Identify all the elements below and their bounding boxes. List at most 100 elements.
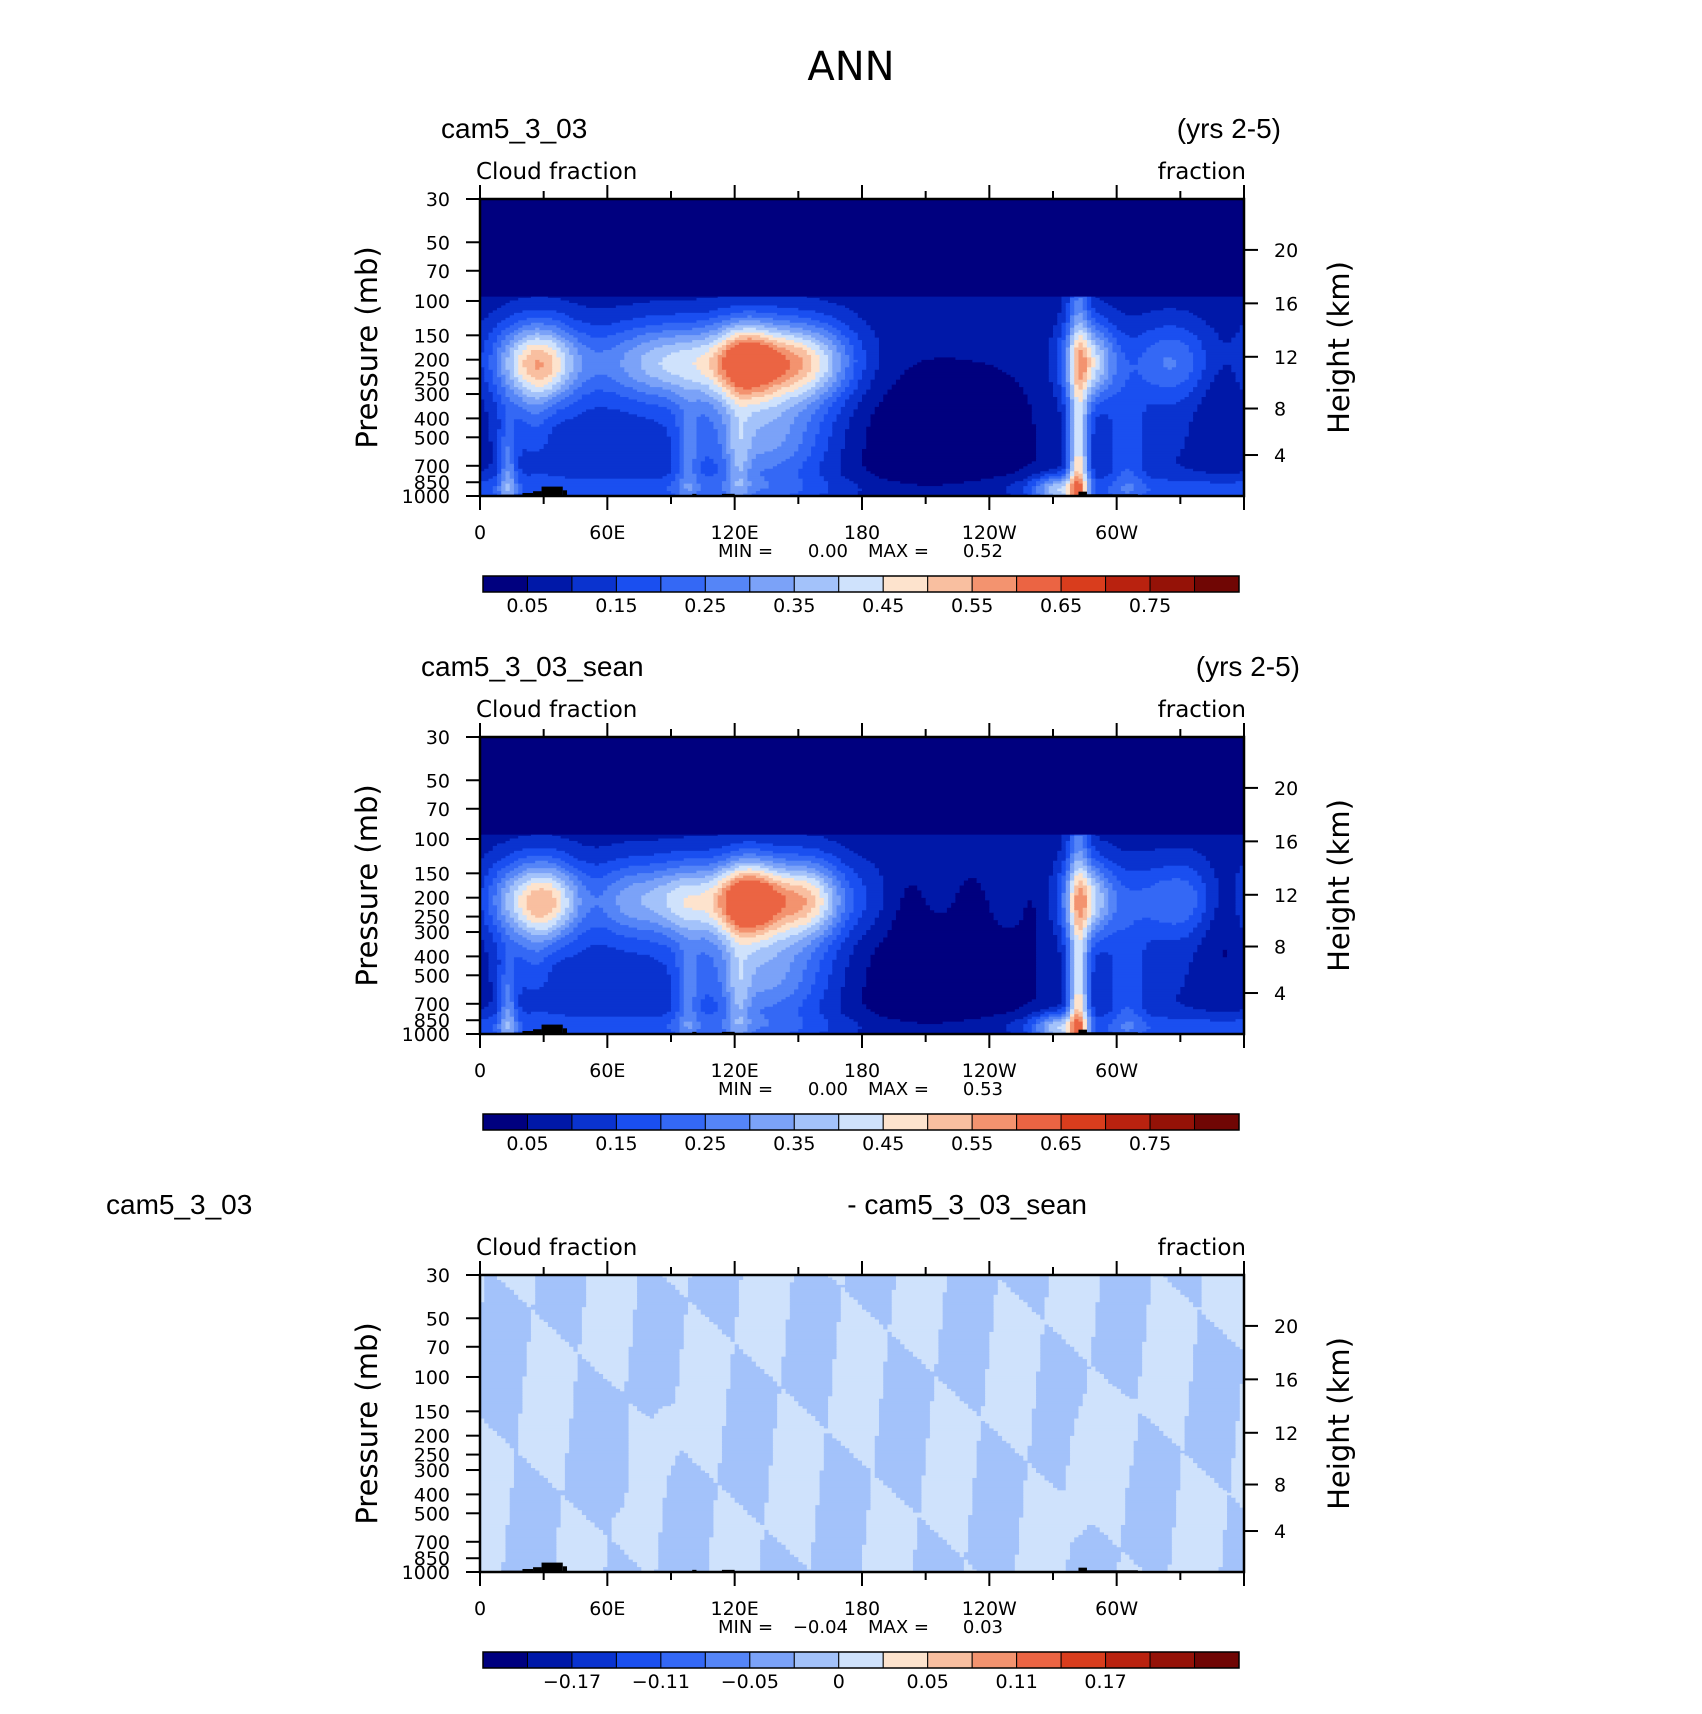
contour-cell [1086,399,1092,403]
contour-cell [513,342,524,346]
contour-cell [1065,880,1071,884]
contour-cell [836,327,850,331]
contour-cell [849,359,859,363]
contour-cell [556,352,566,356]
contour-cell [1197,382,1211,386]
contour-cell [522,892,532,896]
contour-cell [1091,860,1101,864]
contour-cell [1036,488,1046,492]
case-title-left: cam5_3_03_sean [421,651,644,682]
contour-cell [1069,892,1075,896]
contour-cell [518,377,524,381]
contour-cell [488,357,498,361]
contour-cell [1082,387,1088,391]
contour-cell [573,880,583,884]
contour-cell [1214,379,1237,383]
contour-cell [513,434,549,438]
contour-cell [747,456,757,460]
contour-cell [1082,927,1088,931]
contour-cell [1069,384,1075,388]
contour-cell [1069,421,1075,425]
contour-cell [1091,902,1097,906]
contour-cell [1091,382,1097,386]
contour-cell [734,875,744,879]
contour-cell [564,397,583,401]
contour-cell [726,349,778,354]
contour-cell [1235,377,1245,381]
contour-cell [1065,421,1071,425]
contour-cell [798,401,812,406]
contour-cell [1159,384,1177,388]
contour-cell [1074,307,1084,311]
contour-cell [1116,342,1156,346]
contour-cell [1235,887,1245,892]
contour-cell [492,920,502,924]
contour-cell [1218,332,1237,336]
contour-cell [713,389,723,393]
contour-cell [1061,836,1071,840]
contour-cell [1086,930,1092,934]
contour-cell [1188,431,1245,435]
contour-cell [785,897,808,901]
contour-cell [1023,917,1037,921]
contour-cell [709,394,723,398]
contour-cell [569,315,647,319]
contour-cell [1065,382,1071,386]
contour-cell [1074,357,1080,361]
contour-cell [492,939,502,944]
contour-cell [1112,883,1122,887]
contour-cell [1205,389,1245,393]
contour-cell [862,377,876,381]
contour-cell [1086,327,1092,331]
contour-cell [1065,853,1071,857]
contour-cell [696,453,723,457]
contour-cell [1091,372,1097,376]
contour-cell [900,897,927,901]
contour-cell [857,483,918,487]
contour-cell [1125,354,1143,358]
contour-cell [513,466,519,470]
contour-cell [1036,910,1050,914]
contour-cell [704,910,715,914]
contour-cell [1078,387,1084,391]
contour-cell [509,935,524,939]
contour-cell [496,369,502,373]
contour-cell [726,434,732,438]
contour-cell [1074,944,1084,948]
contour-cell [501,895,507,899]
contour-cell [496,349,507,354]
contour-cell [535,397,541,401]
contour-cell [828,902,833,906]
contour-cell [560,367,566,371]
contour-cell [573,873,587,877]
contour-cell [811,357,821,361]
contour-cell [726,890,778,894]
contour-cell [1095,419,1114,423]
contour-cell [887,389,1024,393]
contour-cell [480,404,485,408]
contour-cell [1103,902,1109,906]
contour-cell [1065,895,1071,899]
contour-cell [1065,307,1071,311]
contour-cell [509,461,515,465]
contour-cell [480,419,490,423]
contour-cell [730,843,774,847]
contour-cell [815,372,825,376]
contour-cell [1082,478,1088,482]
contour-cell [509,922,519,926]
contour-cell [866,446,1037,450]
contour-cell [1086,337,1092,341]
contour-cell [802,342,816,346]
contour-cell [492,922,502,926]
contour-cell [730,486,748,490]
contour-cell [1095,347,1101,351]
contour-cell [543,915,557,919]
contour-cell [1044,488,1050,492]
contour-cell [713,917,723,921]
contour-cell [815,855,838,859]
contour-cell [806,458,825,462]
contour-cell [819,359,829,363]
contour-cell [480,463,490,467]
contour-cell [828,322,846,326]
contour-cell [700,372,715,376]
